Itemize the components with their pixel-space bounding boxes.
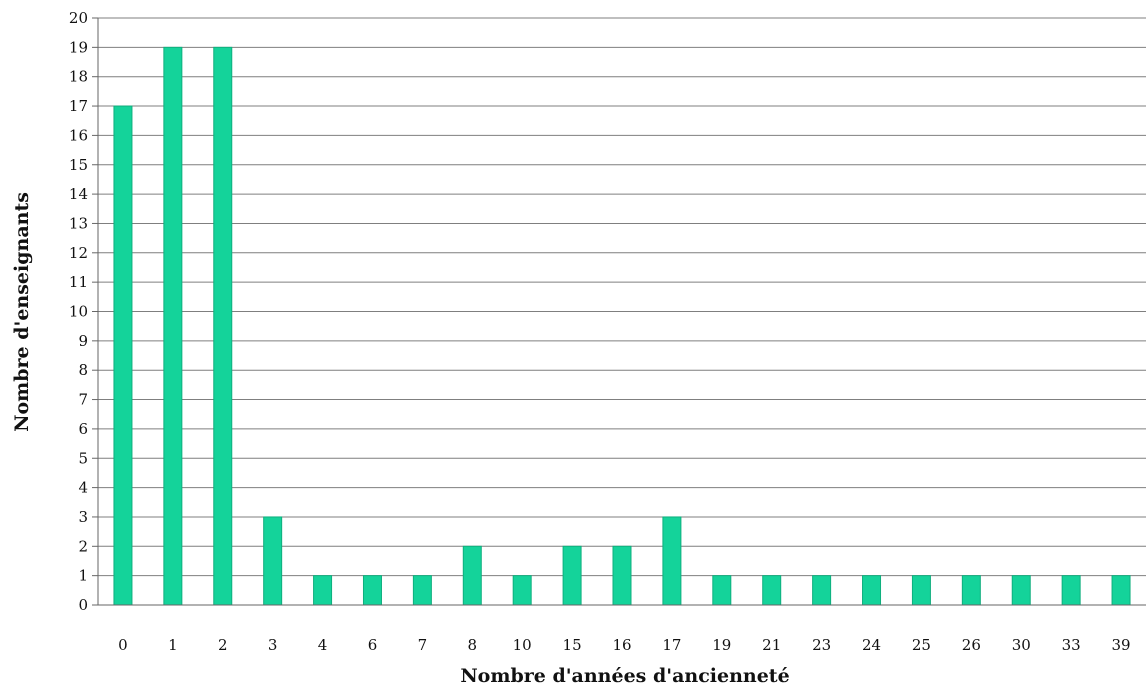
- bar: [712, 575, 732, 606]
- bar: [462, 545, 482, 606]
- bar: [113, 105, 133, 606]
- y-tick-label: 11: [69, 273, 88, 291]
- y-tick-label: 14: [69, 185, 88, 203]
- bar: [163, 46, 183, 606]
- x-tick-label: 3: [268, 636, 278, 654]
- y-tick-label: 15: [69, 156, 88, 174]
- bar: [662, 516, 682, 606]
- x-tick-label: 0: [118, 636, 128, 654]
- y-tick-label: 0: [78, 596, 88, 614]
- bar: [961, 575, 981, 606]
- bar: [213, 46, 233, 606]
- y-tick-label: 13: [69, 214, 88, 232]
- y-tick-label: 10: [69, 303, 88, 321]
- bar: [1011, 575, 1031, 606]
- x-tick-label: 25: [912, 636, 931, 654]
- y-tick-label: 18: [69, 68, 88, 86]
- x-tick-label: 24: [862, 636, 881, 654]
- y-tick-label: 19: [69, 38, 88, 56]
- gridlines: [98, 17, 1146, 606]
- bar: [512, 575, 532, 606]
- axes: [92, 17, 1146, 606]
- y-tick-label: 1: [78, 567, 88, 585]
- bar: [1061, 575, 1081, 606]
- bar: [313, 575, 333, 606]
- bar: [862, 575, 882, 606]
- y-tick-label: 17: [69, 97, 88, 115]
- x-axis-title: Nombre d'années d'ancienneté: [460, 665, 789, 687]
- x-tick-label: 8: [468, 636, 478, 654]
- x-tick-label: 33: [1062, 636, 1081, 654]
- x-tick-label: 16: [612, 636, 631, 654]
- y-tick-label: 6: [78, 420, 88, 438]
- x-tick-label: 39: [1112, 636, 1131, 654]
- x-tick-label: 17: [662, 636, 681, 654]
- bar: [562, 545, 582, 606]
- x-tick-label: 4: [318, 636, 328, 654]
- y-tick-label: 3: [78, 508, 88, 526]
- x-tick-label: 7: [418, 636, 428, 654]
- bar: [762, 575, 782, 606]
- x-tick-label: 26: [962, 636, 981, 654]
- bar: [911, 575, 931, 606]
- y-tick-label: 16: [69, 126, 88, 144]
- y-tick-label: 20: [69, 9, 88, 27]
- x-tick-label: 30: [1012, 636, 1031, 654]
- y-tick-label: 2: [78, 537, 88, 555]
- x-tick-label: 1: [168, 636, 178, 654]
- x-tick-label: 6: [368, 636, 378, 654]
- bar: [362, 575, 382, 606]
- bar: [812, 575, 832, 606]
- y-tick-label: 5: [78, 449, 88, 467]
- y-tick-label: 12: [69, 244, 88, 262]
- x-tick-label: 19: [712, 636, 731, 654]
- y-tick-label: 8: [78, 361, 88, 379]
- bar: [263, 516, 283, 606]
- x-tick-label: 2: [218, 636, 228, 654]
- y-tick-label: 9: [78, 332, 88, 350]
- x-tick-label: 23: [812, 636, 831, 654]
- x-tick-label: 10: [513, 636, 532, 654]
- x-tick-labels: 0 1 2 3 4 6 7 8 10 15 16 17 19 21 23 24 25 26 30 33 39: [118, 636, 1130, 654]
- y-tick-label: 7: [78, 391, 88, 409]
- bars: [113, 46, 1131, 606]
- bar: [612, 545, 632, 606]
- x-tick-label: 21: [762, 636, 781, 654]
- y-tick-label: 4: [78, 479, 88, 497]
- bar: [412, 575, 432, 606]
- x-tick-label: 15: [563, 636, 582, 654]
- y-axis-title: Nombre d'enseignants: [11, 192, 33, 432]
- bar: [1111, 575, 1131, 606]
